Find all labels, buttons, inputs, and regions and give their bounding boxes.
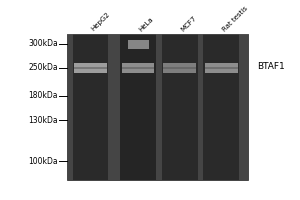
FancyBboxPatch shape — [74, 63, 107, 73]
FancyBboxPatch shape — [164, 67, 196, 69]
FancyBboxPatch shape — [162, 34, 198, 180]
FancyBboxPatch shape — [122, 67, 154, 69]
FancyBboxPatch shape — [205, 63, 238, 73]
FancyBboxPatch shape — [120, 34, 156, 180]
FancyBboxPatch shape — [205, 67, 238, 69]
FancyBboxPatch shape — [67, 34, 248, 180]
Text: HeLa: HeLa — [138, 16, 155, 32]
Text: MCF7: MCF7 — [180, 15, 198, 32]
FancyBboxPatch shape — [164, 63, 196, 73]
Text: 130kDa: 130kDa — [28, 116, 58, 125]
FancyBboxPatch shape — [74, 67, 107, 69]
FancyBboxPatch shape — [73, 34, 108, 180]
FancyBboxPatch shape — [122, 63, 154, 73]
Text: Rat testis: Rat testis — [221, 5, 249, 32]
FancyBboxPatch shape — [203, 34, 239, 180]
FancyBboxPatch shape — [128, 40, 148, 49]
Text: 300kDa: 300kDa — [28, 39, 58, 48]
Text: HepG2: HepG2 — [91, 12, 112, 32]
Text: 250kDa: 250kDa — [28, 63, 58, 72]
Text: 180kDa: 180kDa — [28, 91, 58, 100]
Text: 100kDa: 100kDa — [28, 157, 58, 166]
Text: BTAF1: BTAF1 — [257, 62, 285, 71]
